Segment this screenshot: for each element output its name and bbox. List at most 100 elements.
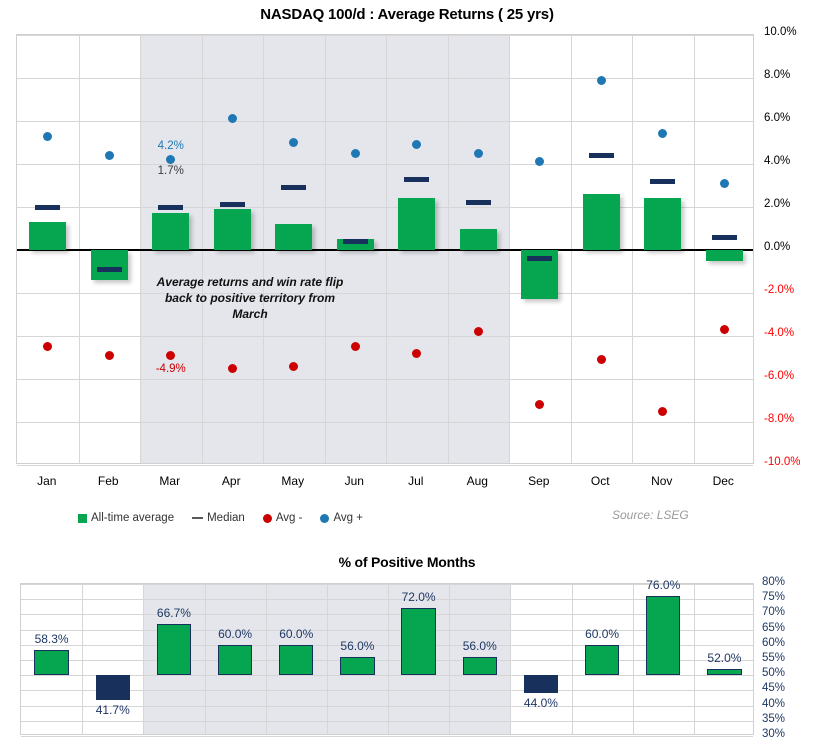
gridline-horizontal — [21, 675, 753, 677]
median-marker — [404, 176, 430, 182]
bar-value-label: 52.0% — [707, 651, 742, 666]
lower-plot-area: 58.3% 41.7% 66.7% 60.0% 60.0% 56.0% 72.0% 56.0%… — [20, 578, 754, 737]
legend-label: Avg - — [275, 512, 303, 524]
bar-value-label: 60.0% — [585, 626, 620, 641]
avg-minus-point — [166, 350, 176, 360]
bar-value-label: 60.0% — [218, 626, 253, 641]
x-axis-tick-label: Aug — [466, 474, 488, 488]
x-axis-tick-label: Oct — [590, 474, 610, 488]
y-axis-tick-label: 50% — [762, 667, 786, 680]
median-marker — [527, 256, 553, 262]
positive-month-bar — [523, 675, 559, 694]
y-axis-tick-label: 10.0% — [764, 26, 797, 38]
data-label: -4.9% — [155, 363, 186, 376]
median-marker — [588, 152, 614, 158]
y-axis-tick-label: 65% — [762, 621, 786, 634]
avg-minus-point — [535, 400, 545, 410]
bar-value-label: 56.0% — [340, 638, 375, 653]
y-axis-tick-label: 6.0% — [764, 112, 791, 124]
y-axis-tick-label: 0.0% — [764, 241, 791, 253]
gridline-horizontal — [21, 644, 753, 646]
gridline-horizontal — [17, 379, 753, 380]
x-axis-tick-label: Jul — [408, 474, 424, 488]
avg-minus-point — [719, 325, 729, 335]
positive-month-bar — [462, 656, 497, 676]
avg-minus-point — [289, 361, 299, 371]
legend-item-all-time-average: All-time average — [78, 512, 174, 524]
positive-month-bar — [707, 669, 742, 676]
median-marker — [465, 200, 491, 206]
avg-plus-point — [166, 155, 176, 165]
gridline-vertical — [326, 584, 328, 734]
gridline-horizontal — [17, 78, 753, 79]
avg-plus-point — [535, 157, 545, 167]
avg-plus-point — [227, 114, 237, 124]
y-axis-tick-label: -8.0% — [764, 413, 795, 425]
median-marker — [650, 178, 676, 184]
positive-month-bar — [584, 644, 620, 676]
gridline-horizontal — [17, 422, 753, 423]
green-square-icon — [78, 513, 87, 523]
gridline-horizontal — [17, 293, 753, 294]
y-axis-tick-label: 8.0% — [764, 69, 791, 81]
legend-item-median: Median — [192, 512, 245, 524]
positive-month-bar — [279, 644, 314, 676]
gridline-horizontal — [17, 207, 753, 208]
y-axis-tick-label: -4.0% — [764, 327, 795, 339]
y-axis-tick-label: 80% — [762, 576, 786, 588]
avg-plus-point — [719, 178, 729, 188]
gridline-horizontal — [21, 736, 753, 737]
avg-minus-point — [104, 350, 114, 360]
gridline-horizontal — [21, 705, 753, 707]
positive-month-bar — [95, 675, 130, 701]
gridline-vertical — [510, 584, 512, 734]
x-axis-tick-label: Jun — [344, 474, 364, 488]
chart-annotation: Average returns and win rate flip back t… — [156, 275, 344, 322]
avg-plus-point — [596, 75, 606, 85]
average-return-bar — [644, 198, 682, 250]
legend-label: Median — [207, 512, 245, 524]
page-title: NASDAQ 100/d : Average Returns ( 25 yrs) — [260, 6, 554, 23]
median-marker — [35, 204, 61, 210]
average-return-bar — [459, 228, 497, 250]
avg-plus-point — [289, 138, 299, 147]
x-axis-tick-label: Apr — [221, 474, 241, 488]
data-label: 1.7% — [157, 165, 184, 178]
bar-value-label: 60.0% — [279, 626, 314, 641]
avg-plus-point — [104, 150, 114, 160]
gridline-vertical — [449, 584, 451, 734]
gridline-horizontal — [21, 584, 753, 585]
legend-item-avg-plus: Avg + — [320, 512, 363, 524]
gridline-vertical — [204, 584, 206, 734]
gridline-vertical — [265, 584, 267, 734]
x-axis-tick-label: Sep — [528, 474, 550, 488]
dash-icon — [192, 517, 204, 519]
average-return-bar — [213, 209, 251, 250]
bar-value-label: 44.0% — [523, 696, 558, 711]
bar-value-label: 56.0% — [462, 638, 497, 653]
gridline-vertical — [693, 584, 695, 734]
y-axis-tick-label: -2.0% — [764, 284, 795, 296]
y-axis-tick-label: 30% — [762, 728, 786, 740]
gridline-vertical — [143, 584, 145, 734]
average-return-bar — [705, 250, 743, 261]
positive-month-bar — [340, 656, 375, 676]
gridline-vertical — [82, 584, 84, 734]
gridline-horizontal — [21, 599, 753, 601]
positive-month-bar — [217, 644, 253, 676]
avg-plus-point — [43, 131, 53, 141]
positive-month-bar — [401, 608, 436, 676]
positive-month-bar — [646, 596, 681, 676]
x-axis-tick-label: Feb — [97, 474, 119, 488]
gridline-horizontal — [17, 336, 753, 337]
average-returns-chart: 4.2% 1.7% -4.9% 10.0% 8.0% 6.0% 4.0% 2.0% 0.0% -… — [16, 26, 800, 488]
avg-minus-point — [412, 348, 422, 358]
bar-value-label: 58.3% — [34, 631, 69, 646]
average-return-bar — [582, 194, 620, 250]
positive-months-chart: 58.3% 41.7% 66.7% 60.0% 60.0% 56.0% 72.0% 56.0%… — [20, 576, 785, 740]
median-marker — [158, 204, 184, 210]
x-axis-tick-label: Dec — [712, 474, 734, 488]
median-marker — [711, 234, 737, 240]
lower-chart-title: % of Positive Months — [338, 554, 476, 570]
legend-label: All-time average — [91, 512, 175, 524]
